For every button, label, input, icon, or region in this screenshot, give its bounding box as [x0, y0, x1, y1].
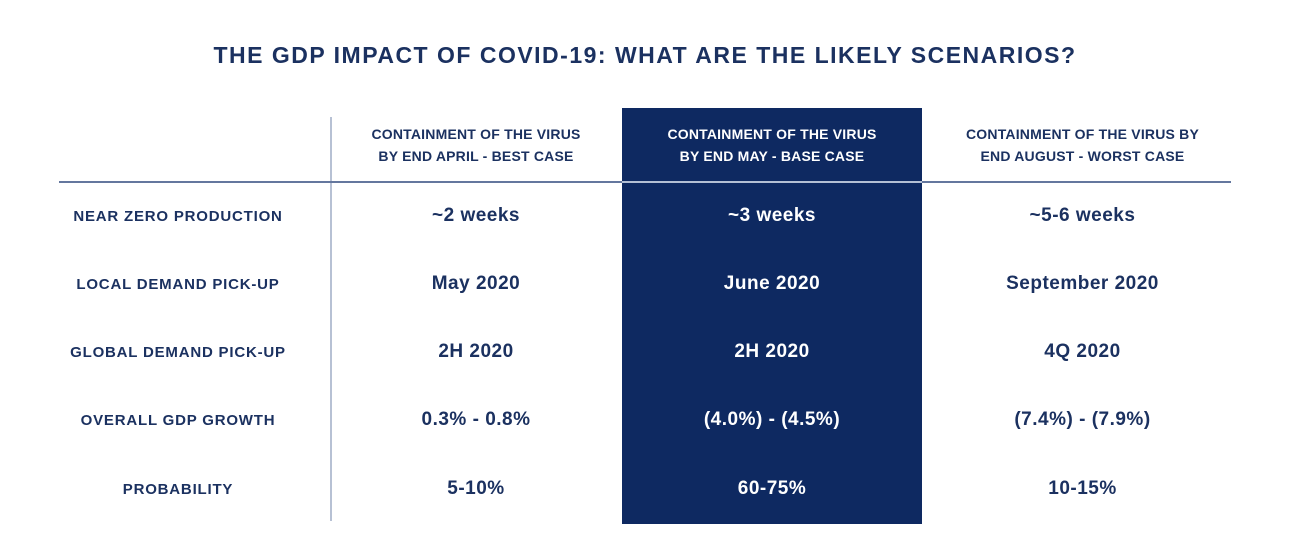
- cell-worst-global-demand-pick-up: 4Q 2020: [1044, 341, 1121, 362]
- header-rule-left: [59, 181, 622, 183]
- cell-base-probability: 60-75%: [737, 478, 807, 499]
- header-rule-middle: [622, 181, 922, 183]
- cell-best-local-demand-pick-up: May 2020: [431, 273, 521, 294]
- scenario-table: CONTAINMENT OF THE VIRUS BY END APRIL - …: [0, 108, 1231, 524]
- label-column-divider: [330, 117, 332, 521]
- column-header-worst-case: CONTAINMENT OF THE VIRUS BY END AUGUST -…: [922, 108, 1231, 182]
- cell-worst-near-zero-production: ~5-6 weeks: [1029, 205, 1136, 226]
- row-label-overall-gdp-growth: OVERALL GDP GROWTH: [80, 411, 276, 429]
- row-label-global-demand-pick-up: GLOBAL DEMAND PICK-UP: [70, 343, 286, 361]
- base-case-column-highlight: [622, 108, 922, 524]
- column-header-line: END AUGUST - WORST CASE: [980, 148, 1185, 164]
- column-header-line: CONTAINMENT OF THE VIRUS: [667, 126, 877, 142]
- cell-worst-probability: 10-15%: [1048, 478, 1117, 499]
- column-header-line: CONTAINMENT OF THE VIRUS: [371, 126, 581, 142]
- column-header-line: BY END APRIL - BEST CASE: [378, 148, 574, 164]
- column-header-line: BY END MAY - BASE CASE: [679, 148, 865, 164]
- cell-base-local-demand-pick-up: June 2020: [723, 273, 821, 294]
- cell-best-global-demand-pick-up: 2H 2020: [438, 341, 514, 362]
- cell-base-near-zero-production: ~3 weeks: [728, 205, 816, 226]
- row-label-probability: PROBABILITY: [122, 480, 234, 498]
- cell-worst-overall-gdp-growth: (7.4%) - (7.9%): [1014, 409, 1151, 430]
- table-corner-cell: [0, 108, 330, 182]
- cell-best-probability: 5-10%: [447, 478, 505, 499]
- column-header-base-case: CONTAINMENT OF THE VIRUS BY END MAY - BA…: [622, 108, 922, 182]
- cell-worst-local-demand-pick-up: September 2020: [1006, 273, 1159, 294]
- header-rule-right: [922, 181, 1231, 183]
- page-title: THE GDP IMPACT OF COVID-19: WHAT ARE THE…: [213, 42, 1077, 68]
- cell-best-overall-gdp-growth: 0.3% - 0.8%: [421, 409, 531, 430]
- cell-best-near-zero-production: ~2 weeks: [432, 205, 520, 226]
- row-label-local-demand-pick-up: LOCAL DEMAND PICK-UP: [76, 275, 280, 293]
- column-header-line: CONTAINMENT OF THE VIRUS BY: [965, 126, 1200, 142]
- cell-base-overall-gdp-growth: (4.0%) - (4.5%): [703, 409, 841, 430]
- cell-base-global-demand-pick-up: 2H 2020: [734, 341, 810, 362]
- row-label-near-zero-production: NEAR ZERO PRODUCTION: [73, 207, 283, 225]
- column-header-best-case: CONTAINMENT OF THE VIRUS BY END APRIL - …: [330, 108, 622, 182]
